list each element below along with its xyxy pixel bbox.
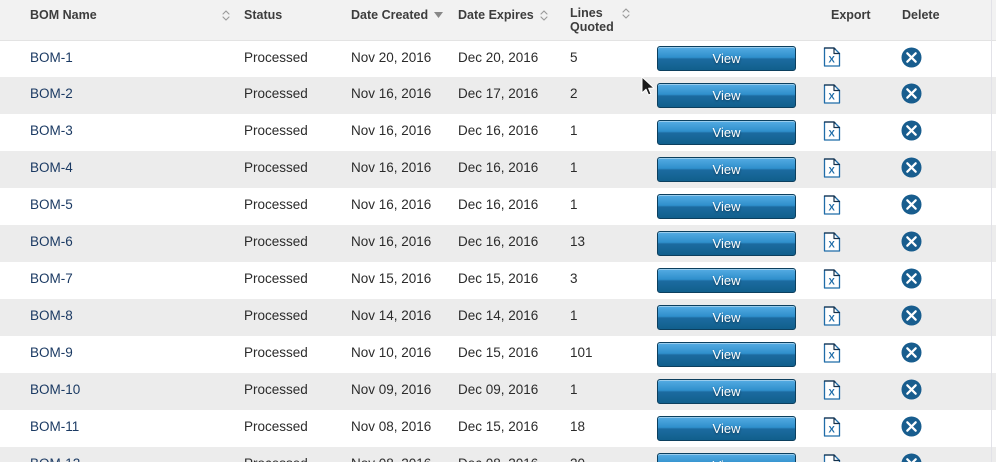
svg-text:X: X [829,55,836,66]
svg-text:X: X [829,350,836,361]
svg-text:X: X [829,424,836,435]
svg-text:X: X [829,202,836,213]
svg-text:X: X [829,165,836,176]
svg-text:X: X [829,276,836,287]
svg-text:X: X [829,128,836,139]
svg-text:X: X [829,313,836,324]
svg-text:X: X [829,91,836,102]
svg-text:X: X [829,387,836,398]
svg-text:X: X [829,239,836,250]
